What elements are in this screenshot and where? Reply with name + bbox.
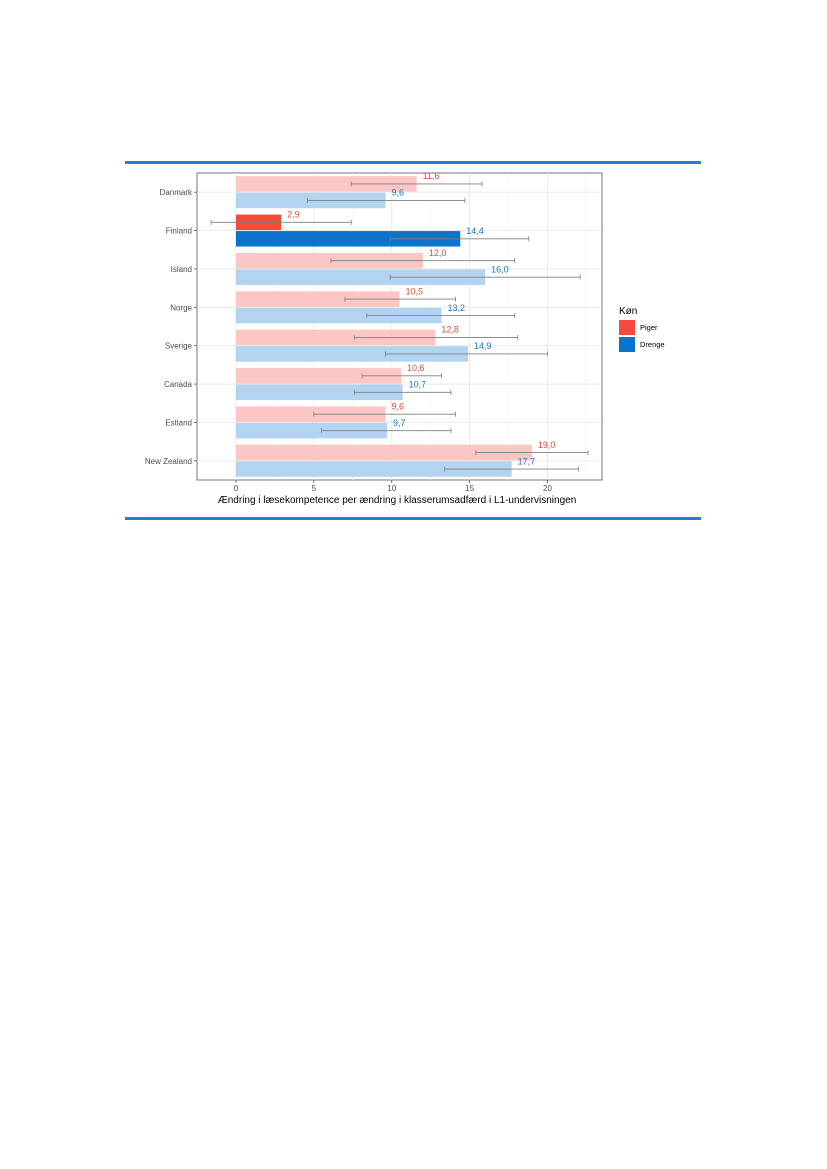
bar-drenge: [235, 422, 388, 439]
country-label: Estland: [165, 418, 192, 427]
bars: [235, 176, 532, 477]
legend-swatch-piger: [619, 320, 635, 335]
value-label-piger: 19,0: [538, 440, 556, 450]
legend: Køn Piger Drenge: [619, 306, 665, 352]
x-axis: 0 5 10 15 20: [234, 480, 552, 493]
x-tick-label: 10: [387, 484, 396, 493]
bottom-rule: [125, 517, 701, 520]
country-label: Finland: [166, 227, 192, 236]
bar-piger: [235, 368, 402, 384]
country-label: New Zealand: [145, 457, 192, 466]
value-label-piger: 12,8: [441, 325, 459, 335]
value-label-drenge: 17,7: [518, 456, 536, 466]
bar-drenge: [235, 307, 442, 324]
country-label: Danmark: [160, 188, 193, 197]
value-label-drenge: 16,0: [491, 264, 509, 274]
bar-piger: [235, 329, 436, 346]
value-label-drenge: 10,7: [409, 380, 427, 390]
value-label-piger: 11,6: [423, 171, 440, 181]
value-labels: 11,6 9,6 2,9 14,4 12,0 16,0 10,5 13,2 12,8 14,9 10…: [287, 171, 555, 466]
bar-drenge: [235, 384, 403, 401]
value-label-piger: 12,0: [429, 248, 447, 258]
error-bars: [210, 181, 589, 472]
x-tick-label: 20: [543, 484, 552, 493]
country-label: Canada: [164, 380, 193, 389]
legend-swatch-drenge: [619, 337, 635, 352]
value-label-piger: 10,6: [407, 363, 425, 373]
legend-label-piger: Piger: [640, 323, 658, 332]
bar-piger: [235, 291, 400, 307]
bar-drenge: [235, 346, 469, 362]
x-tick-label: 15: [465, 484, 474, 493]
legend-title: Køn: [619, 306, 637, 317]
country-label: Island: [171, 265, 192, 274]
bar-drenge: [235, 231, 461, 247]
bar-piger: [235, 444, 532, 461]
bar-piger: [235, 406, 386, 422]
value-label-piger: 9,6: [391, 401, 404, 411]
country-label: Sverige: [165, 342, 193, 351]
value-label-drenge: 13,2: [448, 303, 466, 313]
top-rule: [125, 161, 701, 164]
legend-label-drenge: Drenge: [640, 340, 665, 349]
value-label-drenge: 14,4: [466, 226, 484, 236]
y-axis: Danmark Finland Island Norge Sverige Canada Es…: [145, 188, 197, 466]
country-label: Norge: [170, 303, 192, 312]
bar-piger: [235, 252, 423, 269]
bar-drenge: [235, 461, 512, 477]
value-label-drenge: 9,7: [393, 418, 406, 428]
value-label-piger: 2,9: [287, 210, 300, 220]
x-tick-label: 0: [234, 484, 239, 493]
value-label-drenge: 14,9: [474, 341, 492, 351]
x-axis-title: Ændring i læsekompetence per ændring i k…: [218, 495, 577, 506]
value-label-piger: 10,5: [406, 286, 424, 296]
bar-drenge: [235, 269, 486, 285]
x-tick-label: 5: [312, 484, 317, 493]
bar-piger: [235, 176, 417, 192]
value-label-drenge: 9,6: [391, 188, 404, 198]
